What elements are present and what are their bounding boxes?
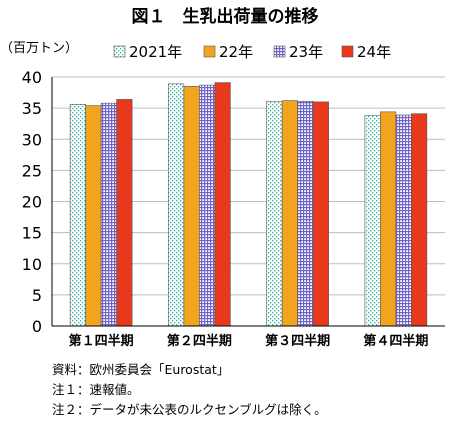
legend-label: 23年 — [289, 43, 323, 61]
x-tick-label: 第４四半期 — [363, 333, 428, 349]
note-1: 注１：速報値。 — [52, 382, 140, 397]
y-tick-label: 30 — [22, 130, 42, 149]
y-tick-label: 25 — [22, 161, 42, 180]
bar — [214, 82, 231, 327]
x-tick-label: 第２四半期 — [167, 333, 232, 349]
y-tick-label: 40 — [22, 68, 42, 87]
bar — [69, 104, 86, 327]
legend: 2021年 22年 23年 24年 — [113, 43, 391, 61]
y-tick-label: 0 — [32, 317, 42, 336]
bar — [380, 111, 397, 327]
bar — [100, 102, 117, 327]
y-tick-label: 15 — [22, 224, 42, 243]
y-tick-label: 35 — [22, 99, 42, 118]
legend-label: 2021年 — [129, 43, 182, 61]
bar — [312, 101, 329, 327]
legend-label: 22年 — [219, 43, 253, 61]
y-tick-label: 10 — [22, 255, 42, 274]
bar — [364, 115, 381, 327]
bars — [69, 82, 428, 327]
note-2: 注２：データが未公表のルクセンブルグは除く。 — [52, 402, 327, 417]
bar — [281, 100, 298, 327]
bar — [116, 99, 133, 327]
unit-label: （百万トン） — [0, 41, 78, 56]
x-tick-label: 第３四半期 — [265, 333, 330, 349]
bar — [183, 86, 200, 327]
legend-swatch — [113, 45, 126, 58]
bar — [411, 113, 428, 327]
legend-swatch — [341, 45, 354, 58]
y-tick-label: 5 — [32, 286, 42, 305]
bar — [199, 84, 216, 327]
bar — [395, 114, 412, 327]
chart-title: 図１ 生乳出荷量の推移 — [132, 6, 319, 27]
bar — [266, 100, 283, 327]
x-tick-label: 第１四半期 — [69, 333, 134, 349]
source-note: 資料：欧州委員会「Eurostat」 — [52, 362, 230, 377]
axes: 0 5 10 15 20 25 30 35 40 第１四半期 第２四半期 第３四半期 第４四半期 — [22, 68, 445, 349]
y-tick-label: 20 — [22, 193, 42, 212]
legend-label: 24年 — [357, 43, 391, 61]
bar — [85, 105, 102, 327]
legend-swatch — [203, 45, 216, 58]
bar — [168, 83, 185, 327]
legend-swatch — [273, 45, 286, 58]
bar — [297, 100, 314, 327]
